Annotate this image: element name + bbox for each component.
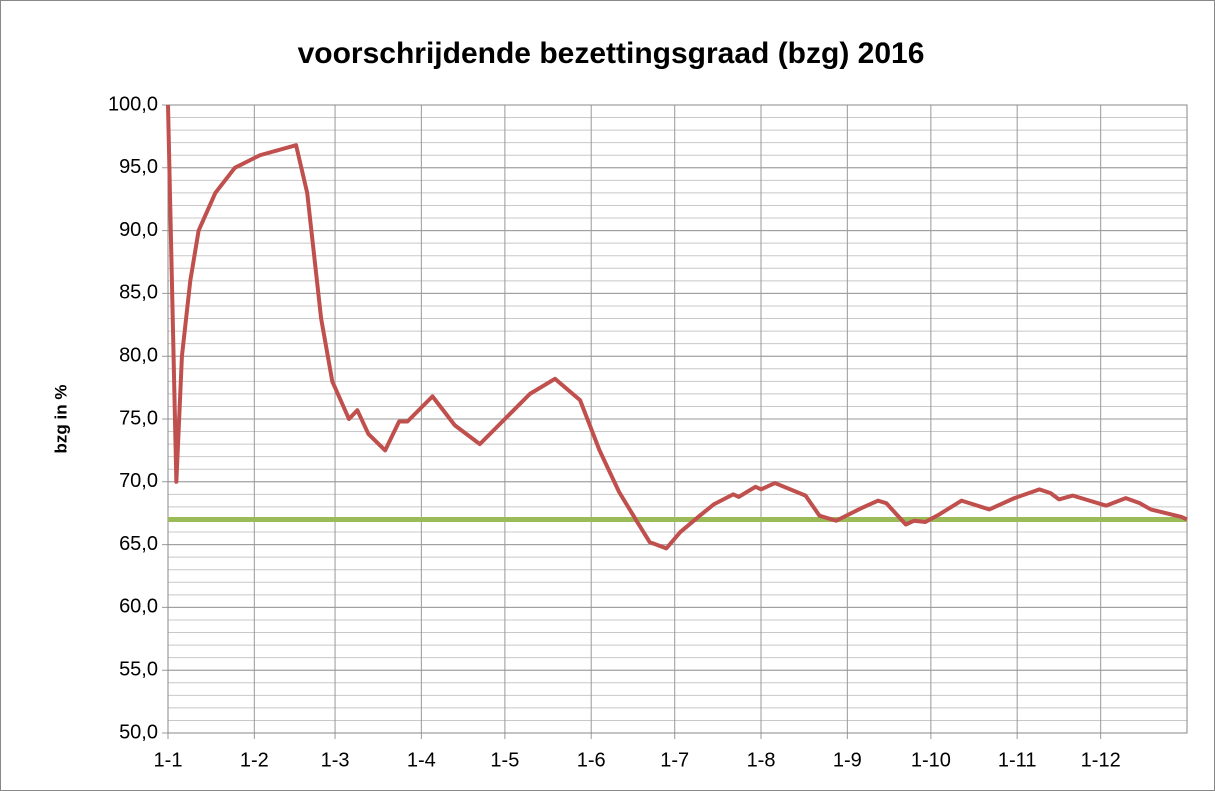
y-tick-label: 55,0 xyxy=(119,658,158,680)
y-tick-label: 100,0 xyxy=(108,93,158,115)
y-axis-label: bzg in % xyxy=(51,385,70,454)
y-tick-label: 60,0 xyxy=(119,596,158,618)
x-tick-label: 1-6 xyxy=(577,749,606,771)
x-tick-label: 1-9 xyxy=(833,749,862,771)
plot-frame xyxy=(167,104,1188,734)
y-tick-label: 50,0 xyxy=(119,721,158,743)
x-tick-label: 1-5 xyxy=(490,749,519,771)
y-tick-label: 75,0 xyxy=(119,407,158,429)
x-tick-label: 1-8 xyxy=(747,749,776,771)
x-tick-label: 1-11 xyxy=(998,749,1037,771)
x-tick-label: 1-1 xyxy=(154,749,183,771)
x-tick-label: 1-12 xyxy=(1081,749,1121,771)
x-tick-label: 1-2 xyxy=(240,749,269,771)
x-tick-label: 1-10 xyxy=(911,749,951,771)
y-tick-label: 95,0 xyxy=(119,156,158,178)
y-tick-label: 70,0 xyxy=(119,470,158,492)
chart-title: voorschrijdende bezettingsgraad (bzg) 20… xyxy=(298,37,925,70)
x-tick-label: 1-7 xyxy=(660,749,689,771)
x-tick-label: 1-3 xyxy=(321,749,350,771)
y-tick-label: 65,0 xyxy=(119,533,158,555)
x-tick-label: 1-4 xyxy=(407,749,436,771)
y-tick-label: 85,0 xyxy=(119,282,158,304)
y-tick-label: 90,0 xyxy=(119,219,158,241)
y-tick-label: 80,0 xyxy=(119,344,158,366)
data-line xyxy=(166,104,1188,551)
